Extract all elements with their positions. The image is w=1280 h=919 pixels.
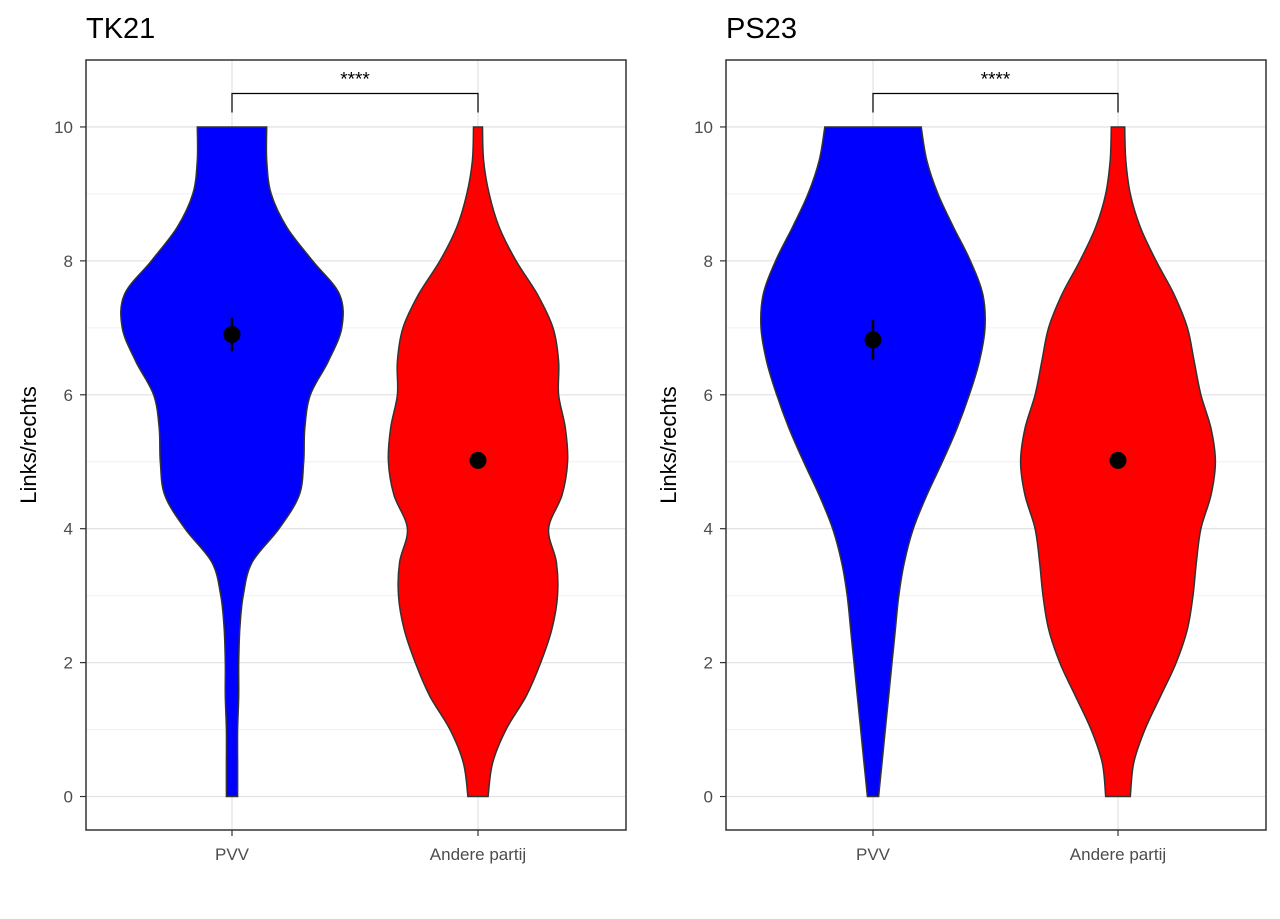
plot-border xyxy=(725,59,1267,831)
y-axis-label: Links/rechts xyxy=(16,386,41,503)
significance-bracket xyxy=(231,92,479,113)
y-tick-label: 8 xyxy=(704,252,713,271)
significance-bracket xyxy=(872,92,1119,113)
violin-pvv xyxy=(120,126,344,798)
significance-label: **** xyxy=(340,69,370,90)
y-tick-label: 10 xyxy=(694,118,713,137)
mean-point xyxy=(469,451,487,469)
y-tick-label: 2 xyxy=(64,654,73,673)
y-tick-label: 4 xyxy=(704,520,713,539)
y-tick-label: 0 xyxy=(704,788,713,807)
x-tick-label: PVV xyxy=(856,845,891,864)
significance-label: **** xyxy=(981,69,1011,90)
violin-pvv xyxy=(760,126,986,798)
y-tick-label: 6 xyxy=(704,386,713,405)
y-tick-label: 4 xyxy=(64,520,73,539)
y-tick-label: 0 xyxy=(64,788,73,807)
y-axis-label: Links/rechts xyxy=(656,386,681,503)
y-tick-label: 10 xyxy=(54,118,73,137)
chart-panel-1: **** 0 2 4 6 8 10 PVV Andere partij Links/rechts T… xyxy=(16,13,627,864)
plot-border xyxy=(85,59,627,831)
mean-point xyxy=(864,331,882,349)
panel-title: PS23 xyxy=(726,13,797,45)
x-tick-label: Andere partij xyxy=(1070,845,1166,864)
x-tick-label: PVV xyxy=(215,845,250,864)
y-tick-label: 6 xyxy=(64,386,73,405)
y-tick-label: 8 xyxy=(64,252,73,271)
x-tick-label: Andere partij xyxy=(430,845,526,864)
mean-point xyxy=(223,326,241,344)
chart-panel-2: **** 0 2 4 6 8 10 PVV Andere partij Links/rechts P… xyxy=(656,13,1267,864)
mean-point xyxy=(1109,451,1127,469)
panel-title: TK21 xyxy=(86,13,155,45)
y-tick-label: 2 xyxy=(704,654,713,673)
